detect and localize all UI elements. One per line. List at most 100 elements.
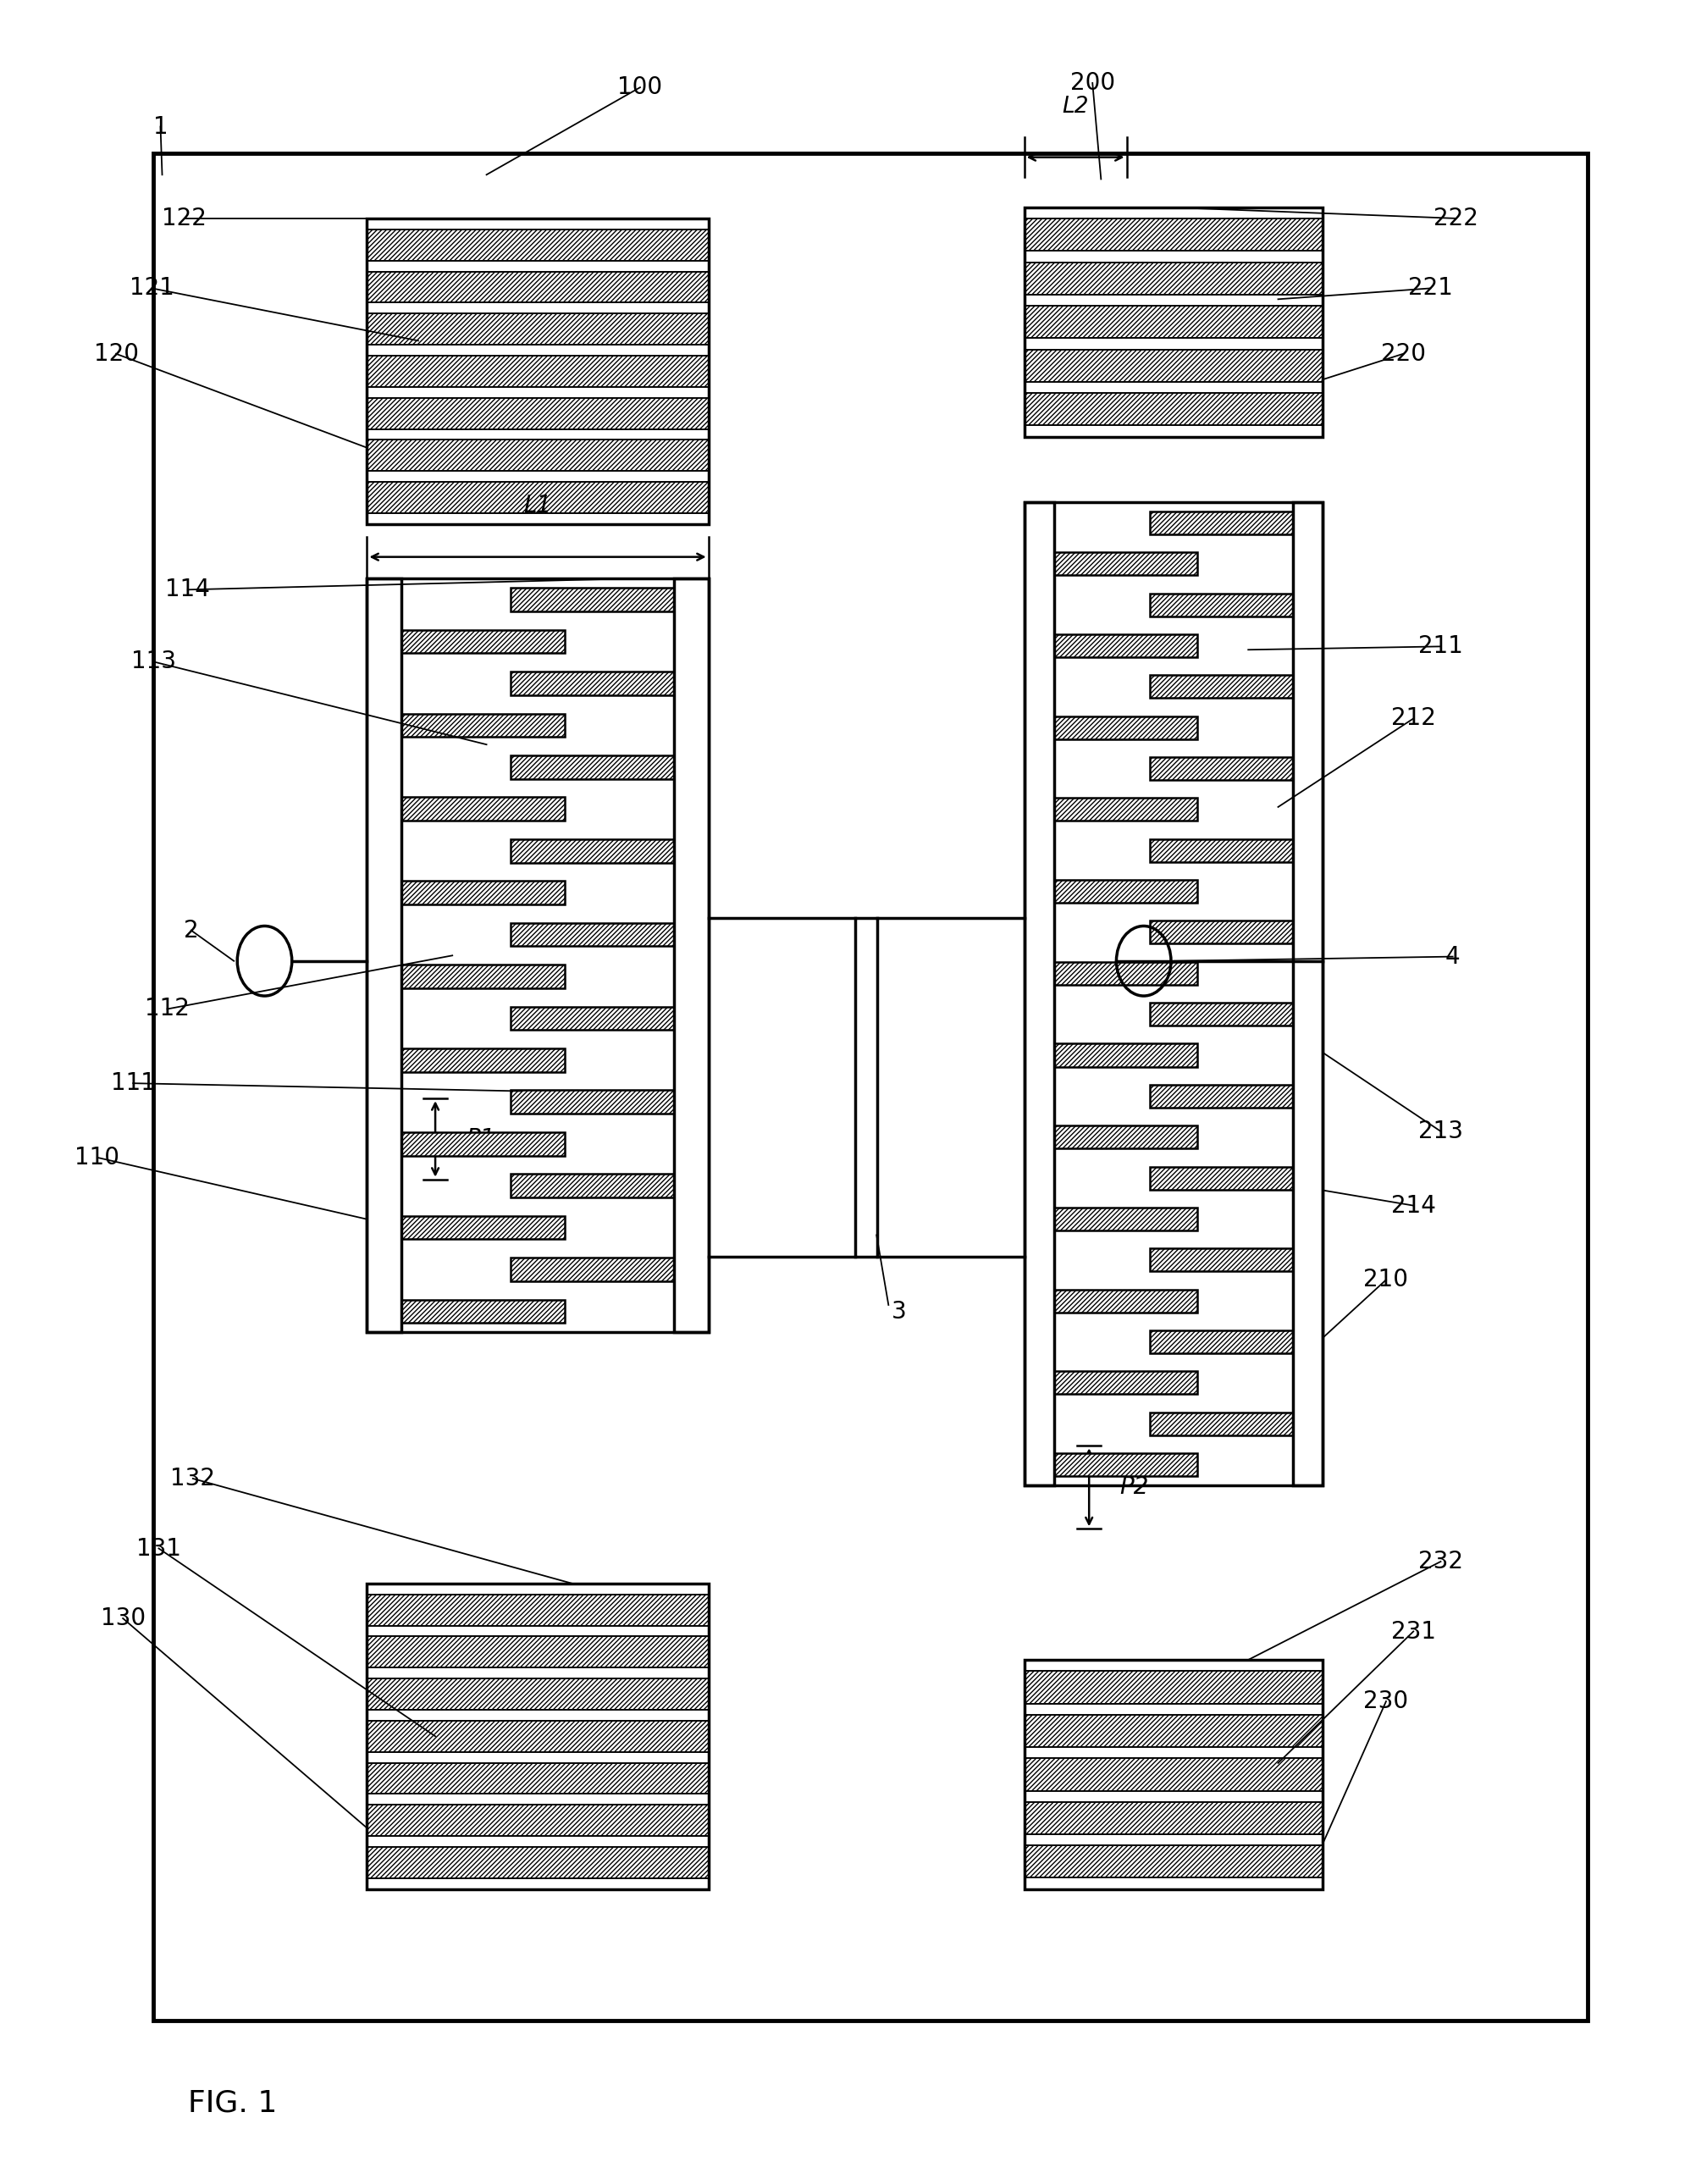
Text: 212: 212 — [1391, 708, 1436, 729]
Bar — [1151, 1330, 1294, 1354]
Text: 231: 231 — [1391, 1621, 1436, 1642]
Bar — [1053, 961, 1197, 985]
Bar — [1294, 502, 1323, 1485]
Bar — [367, 579, 708, 1332]
Bar — [1053, 716, 1197, 738]
Bar — [367, 218, 708, 524]
Bar — [1024, 207, 1323, 437]
Text: 110: 110 — [75, 1147, 119, 1168]
Text: P1: P1 — [466, 1127, 495, 1151]
Bar — [367, 1583, 708, 1889]
Bar — [401, 965, 565, 987]
Bar — [367, 314, 708, 345]
Bar — [1151, 1249, 1294, 1271]
Bar — [1151, 675, 1294, 699]
Bar — [1053, 633, 1197, 657]
Bar — [510, 1007, 674, 1031]
Bar — [1053, 880, 1197, 902]
Bar — [367, 1594, 708, 1625]
Text: 132: 132 — [171, 1468, 215, 1489]
Bar — [1053, 797, 1197, 821]
Text: 200: 200 — [1070, 72, 1115, 94]
Bar — [1024, 1714, 1323, 1747]
Bar — [367, 483, 708, 513]
Text: 214: 214 — [1391, 1195, 1436, 1216]
Bar — [510, 1090, 674, 1114]
Bar — [401, 1299, 565, 1324]
Text: P2: P2 — [1120, 1476, 1149, 1498]
Bar — [1024, 207, 1323, 437]
Text: 3: 3 — [893, 1299, 906, 1324]
Text: 1: 1 — [154, 116, 167, 138]
Bar — [367, 218, 708, 524]
Bar — [1151, 1002, 1294, 1026]
Text: FIG. 1: FIG. 1 — [188, 2088, 277, 2118]
Bar — [1151, 1085, 1294, 1107]
Bar — [510, 839, 674, 863]
Text: 232: 232 — [1419, 1551, 1463, 1572]
Bar — [1053, 1289, 1197, 1313]
Text: 121: 121 — [130, 277, 174, 299]
Text: 220: 220 — [1381, 343, 1425, 365]
Bar — [1053, 1208, 1197, 1230]
Text: 210: 210 — [1364, 1269, 1408, 1291]
Bar — [367, 397, 708, 428]
Bar — [1024, 502, 1053, 1485]
Bar — [154, 153, 1588, 2020]
Bar — [510, 673, 674, 695]
Text: 111: 111 — [111, 1072, 155, 1094]
Bar — [1151, 758, 1294, 780]
Bar — [401, 1131, 565, 1155]
Bar — [510, 1175, 674, 1197]
Bar — [1024, 1845, 1323, 1878]
Bar — [1151, 922, 1294, 943]
Bar — [510, 587, 674, 612]
Bar — [367, 271, 708, 304]
Bar — [401, 797, 565, 821]
Bar — [1151, 1166, 1294, 1190]
Bar — [401, 714, 565, 736]
Text: 211: 211 — [1419, 636, 1463, 657]
Bar — [367, 1679, 708, 1710]
Bar — [855, 917, 877, 1258]
Bar — [1024, 218, 1323, 251]
Bar — [401, 1216, 565, 1238]
Bar — [367, 1762, 708, 1793]
Bar — [401, 880, 565, 904]
Bar — [1053, 1125, 1197, 1149]
Bar — [1053, 1044, 1197, 1066]
Bar — [367, 229, 708, 260]
Text: 4: 4 — [1446, 946, 1459, 968]
Text: L1: L1 — [524, 494, 551, 518]
Text: 122: 122 — [162, 207, 207, 229]
Text: 131: 131 — [137, 1538, 181, 1559]
Bar — [1024, 502, 1323, 1485]
Bar — [1024, 1660, 1323, 1889]
Text: 221: 221 — [1408, 277, 1453, 299]
Bar — [367, 439, 708, 472]
Bar — [367, 579, 401, 1332]
Bar — [1053, 553, 1197, 574]
Bar — [1151, 839, 1294, 863]
Bar — [401, 1048, 565, 1072]
Bar — [367, 1804, 708, 1837]
Bar — [367, 1721, 708, 1752]
Text: 213: 213 — [1419, 1120, 1463, 1142]
Bar — [1151, 511, 1294, 535]
Bar — [1024, 1660, 1323, 1889]
Bar — [1024, 306, 1323, 339]
Bar — [1151, 1413, 1294, 1435]
Bar — [1151, 594, 1294, 616]
Text: 120: 120 — [94, 343, 138, 365]
Bar — [1053, 1452, 1197, 1476]
Bar — [401, 629, 565, 653]
Bar — [510, 756, 674, 780]
Text: 2: 2 — [184, 919, 198, 941]
Bar — [367, 1848, 708, 1878]
Text: 230: 230 — [1364, 1690, 1408, 1712]
Text: 112: 112 — [145, 998, 189, 1020]
Bar — [367, 579, 708, 1332]
Bar — [1024, 393, 1323, 426]
Bar — [1024, 502, 1323, 1485]
Bar — [367, 1583, 708, 1889]
